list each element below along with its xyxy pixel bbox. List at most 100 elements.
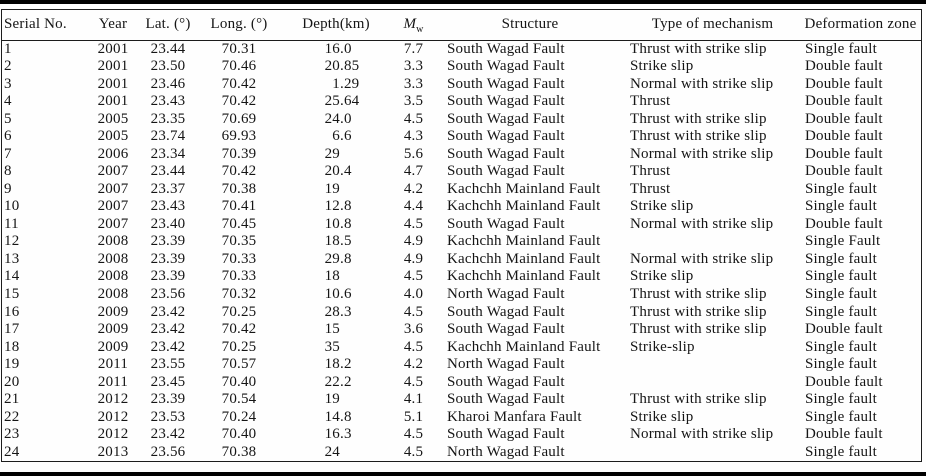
cell-deformation: Double fault	[805, 75, 883, 92]
cell-structure: South Wagad Fault	[447, 215, 565, 232]
cell-mechanism: Thrust with strike slip	[630, 40, 767, 57]
table-body: 1 2001 23.44 70.31 16.0 7.7 South Wagad Fault T…	[2, 40, 921, 461]
cell-lat: 23.39	[150, 250, 186, 267]
cell-year: 2009	[97, 321, 129, 338]
cell-depth: 28.3	[280, 303, 392, 321]
cell-lat: 23.74	[150, 128, 186, 145]
bottom-rule	[0, 472, 926, 476]
cell-structure: South Wagad Fault	[447, 75, 565, 92]
cell-serial: 16	[4, 303, 20, 320]
cell-long: 70.54	[221, 391, 257, 408]
depth-fraction-part: .3	[340, 426, 352, 443]
col-header-lat-label: Lat. (°)	[145, 16, 191, 33]
depth-integer-part: 19	[324, 180, 340, 197]
col-header-deformation-label: Deformation zone	[804, 16, 917, 33]
cell-depth: 24	[280, 443, 392, 461]
cell-deformation: Double fault	[805, 426, 883, 443]
cell-long: 70.45	[221, 215, 257, 232]
cell-mechanism: Normal with strike slip	[630, 426, 774, 443]
col-header-mechanism: Type of mechanism	[625, 10, 800, 41]
cell-structure: South Wagad Fault	[447, 303, 565, 320]
cell-serial: 1	[4, 40, 12, 57]
cell-year: 2001	[97, 93, 129, 110]
cell-deformation: Single fault	[805, 40, 877, 57]
depth-integer-part: 1	[332, 75, 340, 92]
cell-deformation: Single fault	[805, 391, 877, 408]
cell-depth: 15	[280, 321, 392, 339]
cell-structure: Kharoi Manfara Fault	[447, 408, 582, 425]
cell-mechanism: Strike slip	[630, 408, 694, 425]
cell-lat: 23.42	[150, 303, 186, 320]
depth-integer-part: 35	[324, 338, 340, 355]
cell-long: 70.25	[221, 303, 257, 320]
cell-mechanism: Normal with strike slip	[630, 145, 774, 162]
cell-mechanism: Strike slip	[630, 268, 694, 285]
cell-long: 70.33	[221, 268, 257, 285]
cell-depth: 14.8	[280, 408, 392, 426]
cell-serial: 12	[4, 233, 20, 250]
table-row: 18 2009 23.42 70.25 35 4.5 Kachchh Mainland Fa…	[2, 338, 921, 356]
col-header-deformation: Deformation zone	[800, 10, 921, 41]
earthquake-table: Serial No. Year Lat. (°) Long. (°) Depth…	[2, 10, 921, 461]
cell-long: 70.46	[221, 58, 257, 75]
col-header-structure: Structure	[435, 10, 625, 41]
cell-deformation: Double fault	[805, 215, 883, 232]
depth-fraction-part: .8	[340, 408, 352, 425]
col-header-long: Long. (°)	[198, 10, 280, 41]
cell-depth: 10.6	[280, 286, 392, 304]
cell-mechanism: Strike-slip	[630, 338, 695, 355]
cell-mechanism: Strike slip	[630, 198, 694, 215]
depth-fraction-part: .8	[340, 215, 352, 232]
cell-structure: North Wagad Fault	[447, 356, 565, 373]
cell-long: 70.38	[221, 443, 257, 460]
cell-long: 70.24	[221, 408, 257, 425]
depth-integer-part: 28	[324, 303, 340, 320]
cell-depth: 25.64	[280, 93, 392, 111]
cell-deformation: Double fault	[805, 110, 883, 127]
table-row: 10 2007 23.43 70.41 12.8 4.4 Kachchh Mainland …	[2, 198, 921, 216]
cell-mw: 7.7	[403, 40, 424, 57]
cell-long: 70.40	[221, 426, 257, 443]
cell-mw: 4.7	[403, 163, 424, 180]
depth-fraction-part: .2	[340, 356, 352, 373]
cell-deformation: Single fault	[805, 268, 877, 285]
table-row: 5 2005 23.35 70.69 24.0 4.5 South Wagad Fault T…	[2, 111, 921, 129]
cell-lat: 23.46	[150, 75, 186, 92]
cell-mw: 4.0	[403, 285, 424, 302]
depth-fraction-part: .64	[340, 93, 360, 110]
depth-integer-part: 20	[324, 163, 340, 180]
cell-year: 2009	[97, 338, 129, 355]
cell-lat: 23.43	[150, 93, 186, 110]
cell-deformation: Double fault	[805, 58, 883, 75]
table-row: 3 2001 23.46 70.42 1.29 3.3 South Wagad Fault N…	[2, 76, 921, 94]
cell-deformation: Double fault	[805, 145, 883, 162]
cell-deformation: Double fault	[805, 93, 883, 110]
cell-depth: 12.8	[280, 198, 392, 216]
cell-mechanism: Thrust with strike slip	[630, 391, 767, 408]
top-rule	[0, 0, 926, 4]
depth-fraction-part: .6	[340, 128, 352, 145]
cell-depth: 16.0	[280, 40, 392, 58]
table-box: Serial No. Year Lat. (°) Long. (°) Depth…	[1, 9, 922, 462]
cell-lat: 23.42	[150, 426, 186, 443]
cell-mw: 4.4	[403, 198, 424, 215]
cell-long: 70.42	[221, 321, 257, 338]
col-header-serial-label: Serial No.	[4, 16, 67, 33]
table-row: 8 2007 23.44 70.42 20.4 4.7 South Wagad Fault T…	[2, 163, 921, 181]
cell-mechanism	[625, 373, 800, 391]
depth-integer-part: 18	[324, 268, 340, 285]
cell-year: 2008	[97, 268, 129, 285]
cell-long: 70.33	[221, 250, 257, 267]
cell-mw: 4.5	[403, 303, 424, 320]
depth-fraction-part: .85	[340, 58, 360, 75]
depth-fraction-part: .8	[340, 250, 352, 267]
cell-long: 70.42	[221, 93, 257, 110]
cell-depth: 10.8	[280, 216, 392, 234]
cell-long: 70.32	[221, 285, 257, 302]
cell-mw: 4.5	[403, 268, 424, 285]
cell-serial: 17	[4, 321, 20, 338]
mw-symbol: M	[403, 16, 417, 33]
cell-mw: 4.2	[403, 356, 424, 373]
depth-integer-part: 24	[324, 110, 340, 127]
cell-structure: South Wagad Fault	[447, 93, 565, 110]
